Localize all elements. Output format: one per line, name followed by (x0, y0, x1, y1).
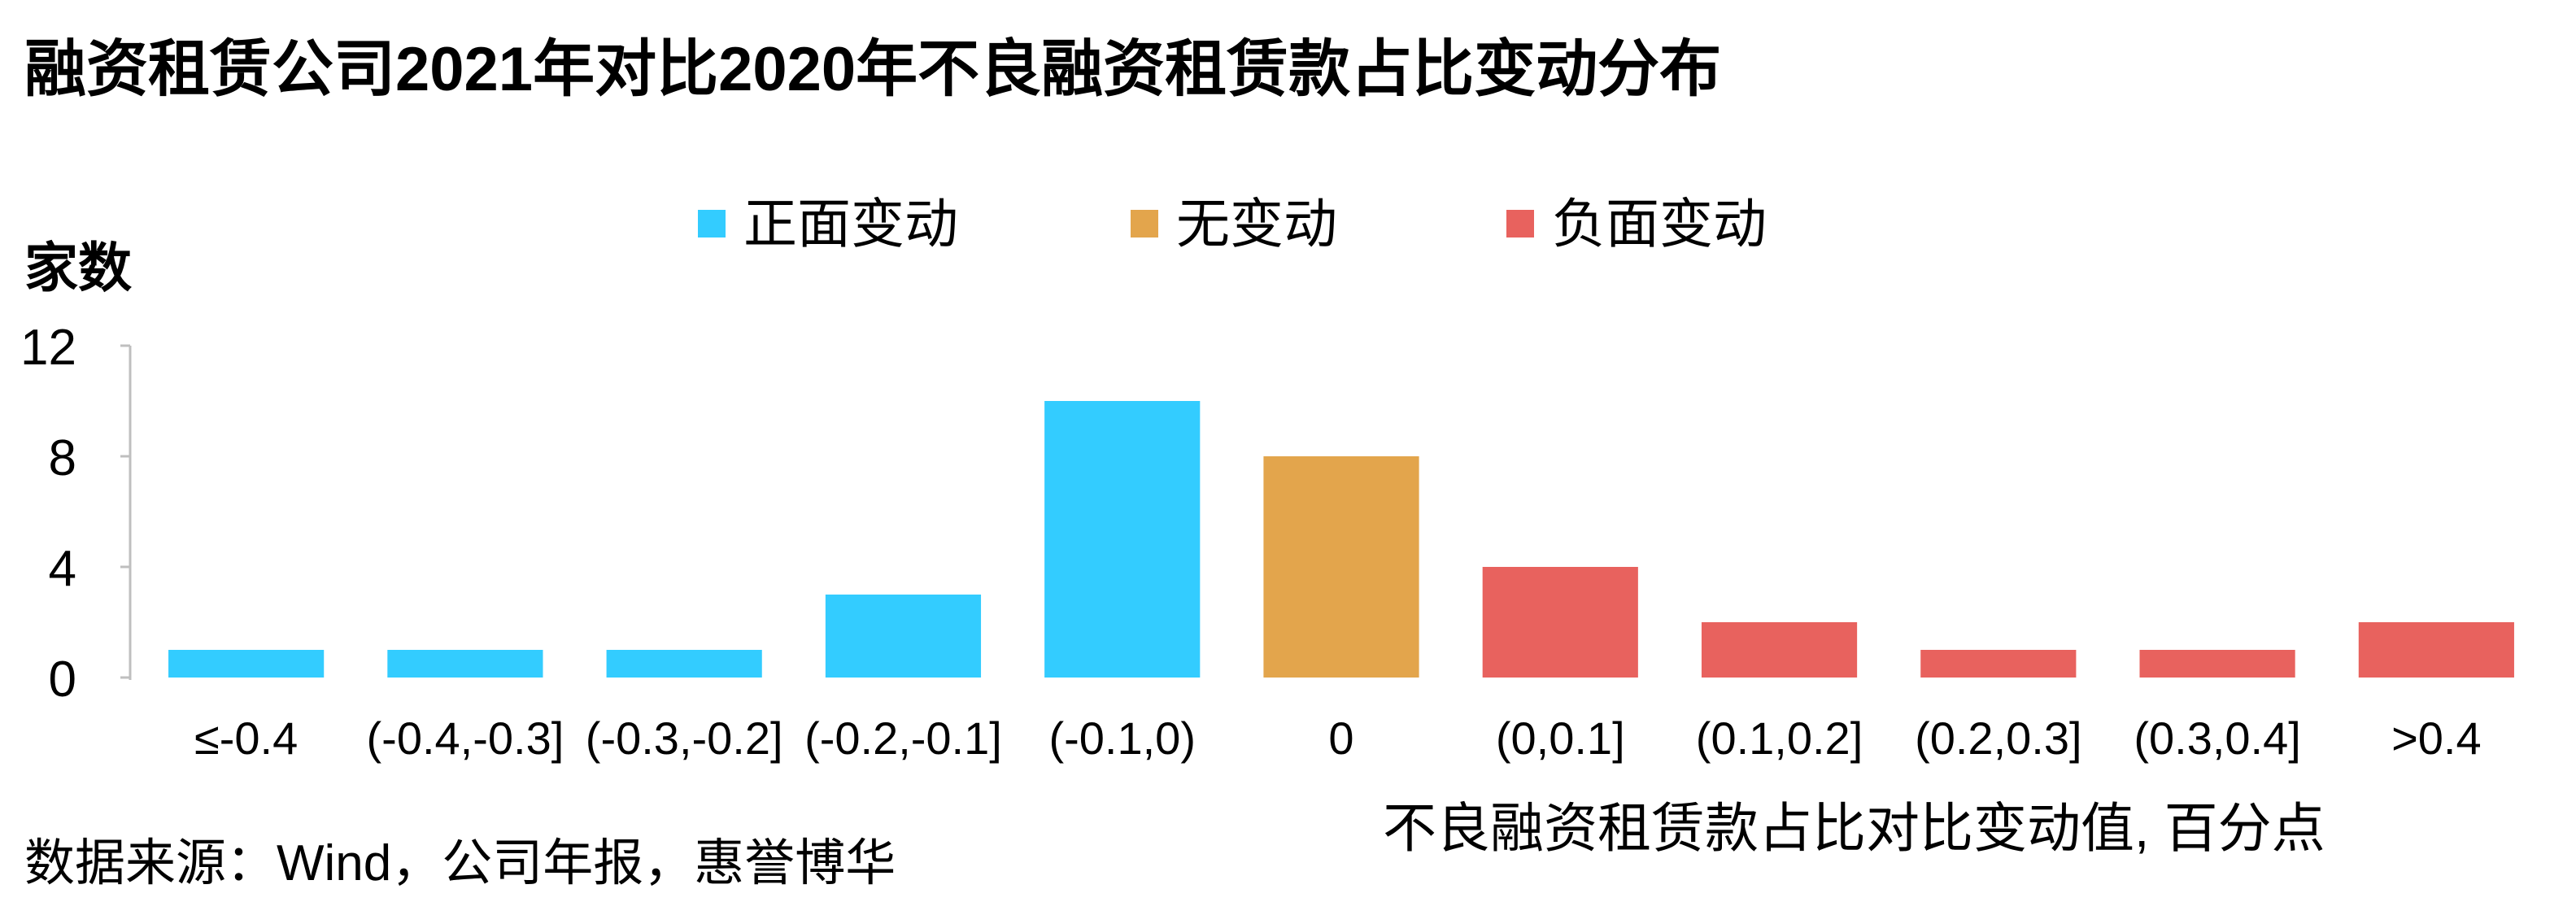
x-tick-label: (-0.4,-0.3] (367, 712, 564, 764)
legend-label-positive: 正面变动 (743, 194, 958, 254)
x-tick-label: (-0.1,0) (1048, 712, 1196, 764)
legend-swatch-positive (698, 210, 726, 237)
legend-item-positive: 正面变动 (698, 187, 958, 260)
x-tick-label: ≤-0.4 (194, 712, 298, 764)
x-tick-label: 0 (1328, 712, 1353, 764)
legend-label-none: 无变动 (1176, 194, 1337, 254)
x-tick-label: (0.1,0.2] (1696, 712, 1863, 764)
bar-negative (2139, 650, 2295, 678)
bar-negative (1482, 567, 1638, 678)
bar-positive (387, 650, 543, 678)
y-tick-label: 8 (49, 430, 76, 486)
bar-negative (2358, 622, 2514, 678)
x-tick-label: (-0.3,-0.2] (586, 712, 783, 764)
bar-positive (606, 650, 762, 678)
legend-swatch-negative (1506, 210, 1534, 237)
legend-swatch-none (1131, 210, 1158, 237)
x-tick-label: (0.3,0.4] (2134, 712, 2300, 764)
legend: 正面变动 无变动 负面变动 (0, 187, 2576, 260)
legend-item-negative: 负面变动 (1506, 187, 1767, 260)
x-tick-label: >0.4 (2391, 712, 2482, 764)
bar-positive (1044, 401, 1201, 678)
x-tick-label: (-0.2,-0.1] (804, 712, 1002, 764)
bar-negative (1701, 622, 1858, 678)
x-tick-label: (0.2,0.3] (1915, 712, 2081, 764)
source-note: 数据来源：Wind，公司年报，惠誉博华 (24, 835, 896, 891)
x-tick-label: (0,0.1] (1496, 712, 1625, 764)
bar-negative (1920, 650, 2077, 678)
legend-label-negative: 负面变动 (1552, 194, 1767, 254)
bar-none (1263, 456, 1419, 678)
chart-title: 融资租赁公司2021年对比2020年不良融资租赁款占比变动分布 (24, 35, 1722, 104)
x-axis-label: 不良融资租赁款占比对比变动值, 百分点 (1383, 798, 2325, 858)
legend-item-none: 无变动 (1131, 187, 1337, 260)
y-tick-label: 4 (49, 541, 76, 597)
y-tick-label: 12 (20, 320, 76, 376)
y-tick-label: 0 (49, 651, 76, 708)
bar-positive (168, 650, 325, 678)
bar-positive (825, 595, 982, 678)
y-axis-label: 家数 (24, 237, 132, 298)
